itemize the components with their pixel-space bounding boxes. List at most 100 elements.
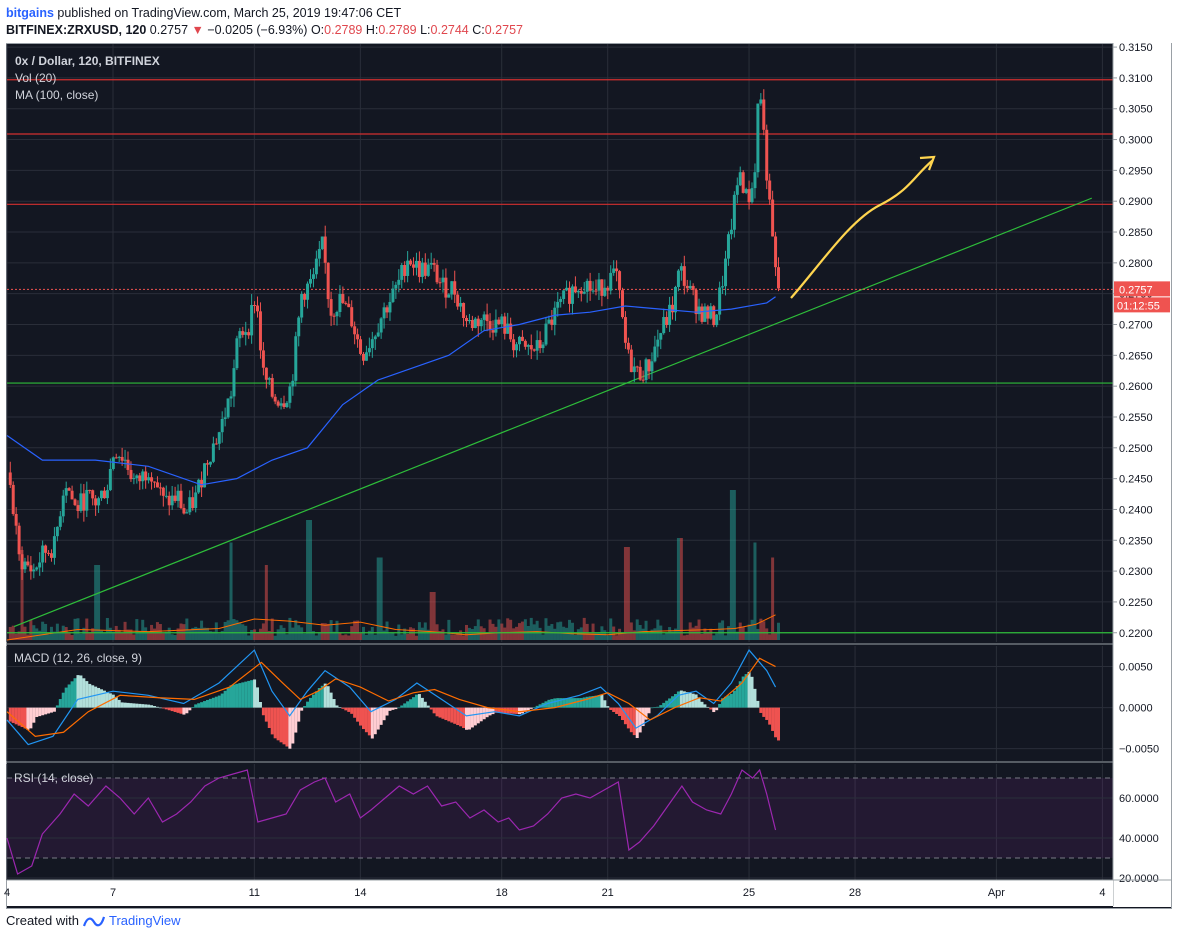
volume-bar [718, 622, 722, 640]
volume-bar [668, 627, 672, 640]
candle-body [188, 497, 192, 513]
candle-body [426, 264, 430, 276]
macd-title: MACD (12, 26, close, 9) [14, 651, 142, 665]
candle-body [579, 290, 583, 294]
macd-histogram-bar [629, 707, 633, 733]
volume-bar [650, 629, 654, 640]
macd-histogram-bar [582, 697, 586, 708]
volume-bar [656, 619, 660, 640]
candle-body [414, 260, 418, 268]
price-tick-label: 0.2600 [1119, 381, 1153, 393]
candle-body [706, 306, 710, 319]
macd-histogram-bar [621, 707, 625, 720]
volume-bar [444, 634, 448, 640]
volume-bar [559, 621, 563, 640]
macd-histogram-bar [220, 693, 224, 708]
macd-histogram-bar [623, 707, 627, 725]
volume-bar [568, 619, 572, 640]
price-tick-label: 0.2850 [1119, 227, 1153, 239]
candle-body [768, 180, 772, 200]
volume-bar [682, 635, 686, 640]
candle-body [626, 342, 630, 350]
volume-bar [55, 623, 59, 640]
candle-body [517, 336, 521, 345]
candle-body [568, 287, 572, 304]
volume-bar [691, 627, 695, 640]
volume-bar [629, 622, 633, 640]
volume-bar [609, 618, 613, 640]
macd-histogram-bar [709, 707, 713, 710]
volume-bar [673, 628, 677, 640]
volume-bar [777, 622, 781, 640]
macd-histogram-bar [679, 690, 683, 708]
macd-histogram-bar [741, 676, 745, 708]
chart-area[interactable] [6, 43, 1172, 909]
candle-body [367, 348, 371, 353]
macd-histogram-bar [88, 683, 92, 708]
macd-histogram-bar [253, 679, 257, 708]
candle-body [261, 350, 265, 368]
candle-body [135, 475, 139, 479]
macd-histogram-bar [632, 707, 636, 736]
volume-bar [529, 617, 533, 640]
macd-histogram-bar [591, 696, 595, 708]
volume-bar [388, 633, 392, 640]
macd-histogram-bar [694, 694, 698, 708]
volume-bar [291, 627, 295, 640]
volume-bar [141, 619, 145, 640]
candle-body [326, 262, 330, 300]
tradingview-logo-icon [82, 916, 105, 926]
high-label: H: [365, 23, 379, 37]
macd-histogram-bar [114, 696, 118, 708]
tradingview-brand-link[interactable]: TradingView [108, 913, 181, 928]
macd-histogram-bar [412, 697, 416, 708]
time-tick-label: 21 [602, 887, 614, 899]
macd-histogram-bar [276, 707, 280, 741]
macd-histogram-bar [768, 707, 772, 725]
candle-body [208, 461, 212, 465]
macd-histogram-bar [594, 695, 598, 708]
candle-body [23, 561, 27, 570]
macd-histogram-bar [273, 707, 277, 739]
volume-bar [662, 634, 666, 640]
annotation-arrowhead [919, 155, 936, 171]
macd-histogram-bar [535, 705, 539, 708]
candle-body [750, 188, 754, 203]
candle-body [294, 336, 298, 381]
macd-histogram-bar [447, 707, 451, 722]
macd-histogram-bar [338, 707, 342, 708]
candle-body [279, 403, 283, 406]
volume-bar [185, 618, 189, 640]
candle-body [641, 379, 645, 381]
candle-body [603, 287, 607, 296]
candle-body [288, 386, 292, 403]
volume-bar [282, 627, 286, 640]
volume-bar [606, 635, 610, 640]
macd-tick-label: 0.0050 [1119, 662, 1153, 674]
macd-histogram-bar [747, 671, 751, 708]
candle-body [335, 312, 339, 317]
volume-bar [491, 623, 495, 640]
macd-histogram-bar [26, 707, 30, 730]
volume-bar [285, 634, 289, 640]
macd-histogram-bar [671, 696, 675, 708]
candle-body [729, 229, 733, 235]
volume-bar [208, 631, 212, 640]
price-tick-label: 0.2900 [1119, 196, 1153, 208]
macd-histogram-bar [724, 696, 728, 708]
author-link[interactable]: bitgains [6, 6, 54, 20]
macd-histogram-bar [517, 707, 521, 715]
macd-histogram-bar [138, 703, 142, 708]
candle-body [444, 277, 448, 298]
volume-bar [158, 624, 162, 640]
volume-bar [253, 629, 257, 640]
candle-body [41, 545, 45, 563]
volume-bar [373, 634, 377, 640]
candle-body [300, 294, 304, 318]
candle-body [529, 345, 533, 350]
volume-bar [179, 623, 183, 640]
macd-histogram-bar [491, 707, 495, 715]
macd-tick-label: −0.0050 [1119, 744, 1159, 756]
macd-histogram-bar [288, 707, 292, 749]
